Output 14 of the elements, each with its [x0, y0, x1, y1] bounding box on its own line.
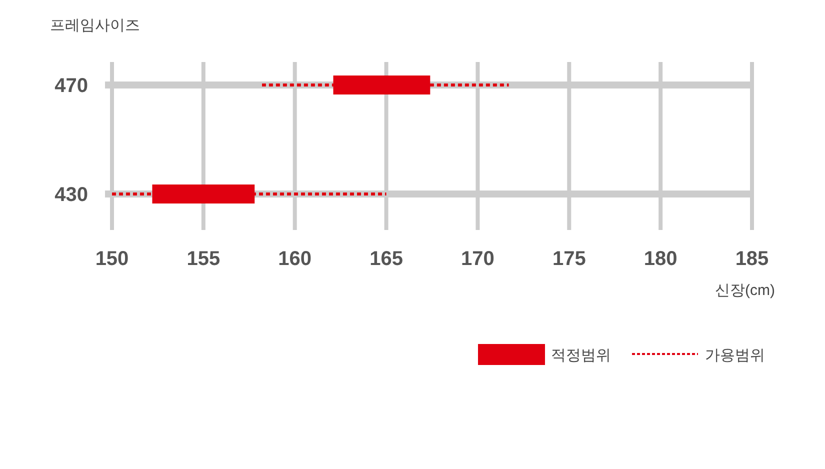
x-tick-label: 150 — [95, 248, 129, 270]
x-tick-label: 180 — [644, 248, 678, 270]
x-tick-label: 175 — [552, 248, 586, 270]
legend-label: 적정범위 — [551, 347, 611, 364]
y-tick-label: 430 — [54, 184, 88, 206]
x-tick-label: 155 — [186, 248, 220, 270]
x-axis-title: 신장(cm) — [715, 282, 775, 299]
y-axis-title: 프레임사이즈 — [50, 17, 140, 34]
x-tick-label: 185 — [735, 248, 769, 270]
x-tick-label: 170 — [461, 248, 494, 270]
x-tick-label: 160 — [278, 248, 312, 270]
y-tick-label: 470 — [54, 75, 88, 97]
legend-label: 가용범위 — [705, 347, 765, 364]
x-tick-label: 165 — [370, 248, 403, 270]
